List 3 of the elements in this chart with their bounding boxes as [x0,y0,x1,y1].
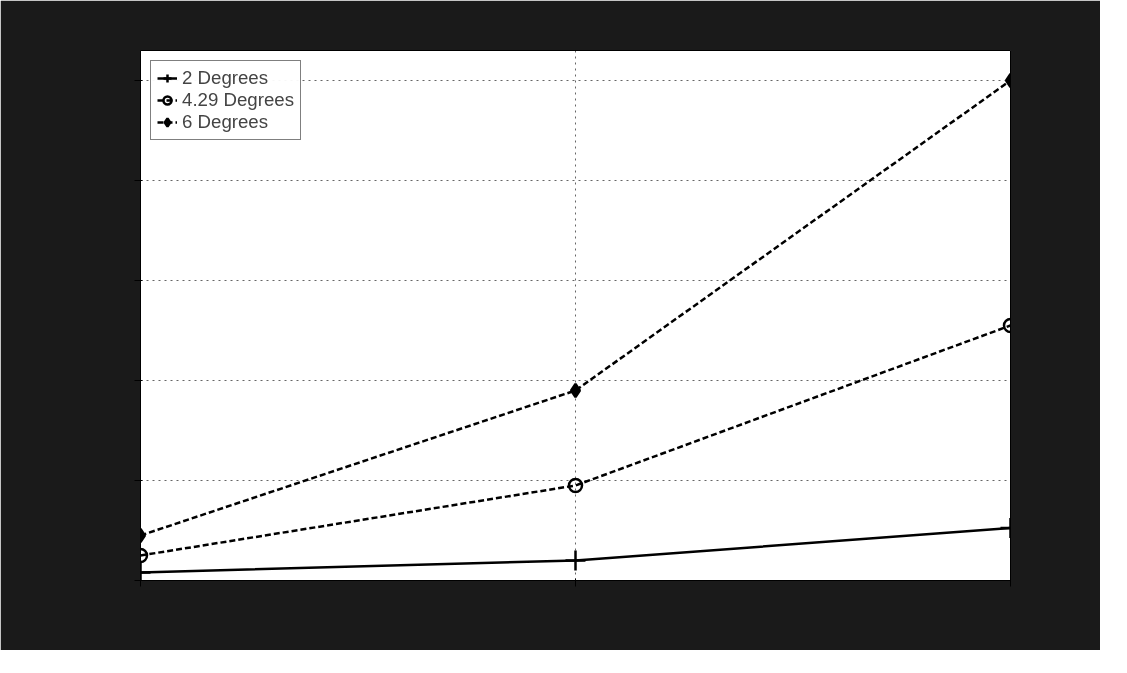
legend-label: 6 Degrees [182,111,269,133]
legend-label: 4.29 Degrees [182,89,295,111]
legend-label: 2 Degrees [182,67,269,89]
